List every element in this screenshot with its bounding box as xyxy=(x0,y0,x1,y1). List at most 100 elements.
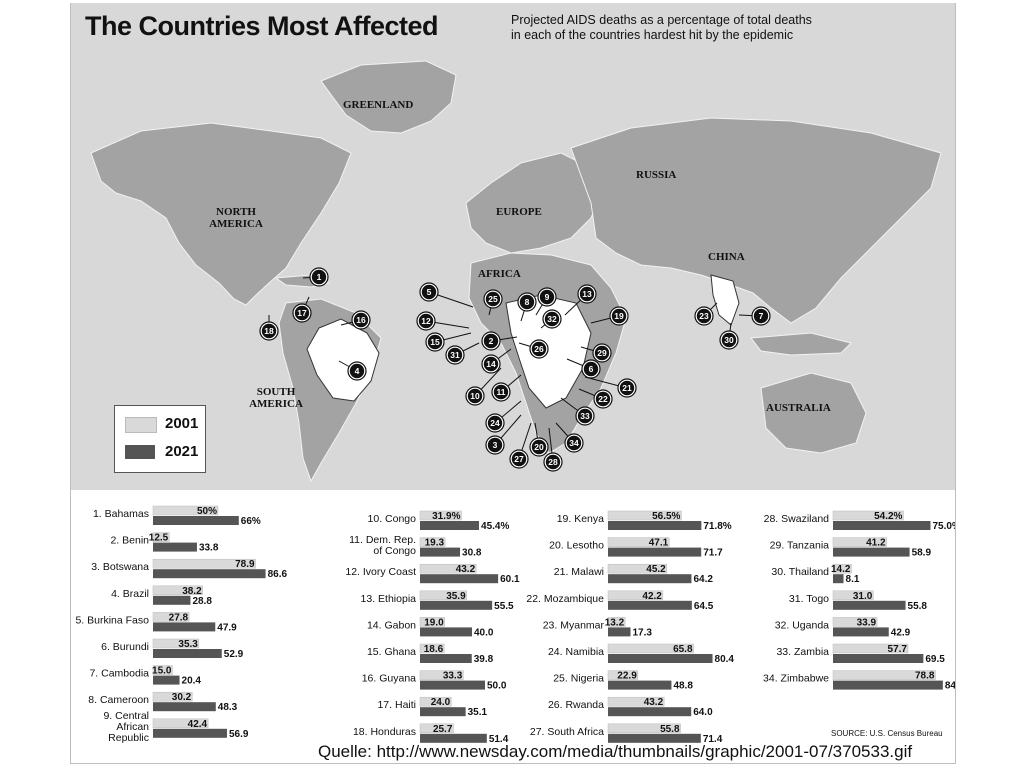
data-label-2001-9: 42.4 xyxy=(188,719,208,730)
legend-swatch-2001 xyxy=(125,417,157,433)
bar-2001-16 xyxy=(419,670,464,680)
data-label-2001-34: 78.8 xyxy=(915,671,935,682)
map-marker-30 xyxy=(721,332,737,348)
map-marker-label-19: 19 xyxy=(614,311,624,321)
bar-2001-19 xyxy=(607,510,682,521)
bar-row-29: 29. Tanzania 41.2 58.9 xyxy=(770,537,932,559)
data-label-2001-2: 12.5 xyxy=(149,533,169,544)
data-label-2021-22: 64.5 xyxy=(694,601,714,612)
data-label-2021-18: 51.4 xyxy=(489,734,509,745)
bar-2021-25 xyxy=(608,680,672,690)
data-label-2021-31: 55.8 xyxy=(908,601,928,612)
bar-2001-11 xyxy=(419,537,446,547)
bar-2021-1 xyxy=(153,516,239,525)
bar-row-15: 15. Ghana 18.6 39.8 xyxy=(367,643,494,665)
map-marker-label-27: 27 xyxy=(514,454,524,464)
bar-2001-12 xyxy=(419,563,477,574)
legend-swatch-2021 xyxy=(125,445,155,459)
bar-row-16: 16. Guyana 33.3 50.0 xyxy=(362,670,507,692)
data-label-2021-4: 28.8 xyxy=(192,596,212,607)
bar-row-3: 3. Botswana 78.9 86.6 xyxy=(91,558,287,580)
data-label-2021-2: 33.8 xyxy=(199,543,219,554)
category-label-32: 32. Uganda xyxy=(775,619,829,631)
region-label-north-america: NORTH AMERICA xyxy=(201,206,271,230)
category-label-11-line-2: of Congo xyxy=(373,545,416,557)
bar-row-5: 5. Burkina Faso 27.8 47.9 xyxy=(75,612,237,633)
category-label-22: 22. Mozambique xyxy=(526,593,604,605)
infographic-figure: 1 2 3 4 5 6 7 8 9 10 11 12 13 14 15 16 17 18 19 20 21 22 23 24 2… xyxy=(70,3,956,764)
category-label-26: 26. Rwanda xyxy=(548,699,604,711)
region-label-north-america-line-1: NORTH xyxy=(216,206,256,218)
data-label-2021-10: 45.4% xyxy=(481,521,509,532)
north-america-landmass xyxy=(90,122,352,306)
map-marker-label-23: 23 xyxy=(699,311,709,321)
map-marker-label-3: 3 xyxy=(493,440,498,450)
category-label-6: 6. Burundi xyxy=(101,641,149,653)
bar-row-14: 14. Gabon 19.0 40.0 xyxy=(367,617,494,638)
chart-title: The Countries Most Affected xyxy=(85,11,439,41)
data-label-2001-14: 19.0 xyxy=(424,617,444,628)
bar-2001-6 xyxy=(152,638,200,649)
region-label-russia: RUSSIA xyxy=(636,169,677,181)
category-label-5: 5. Burkina Faso xyxy=(75,614,149,626)
map-marker-label-29: 29 xyxy=(597,348,607,358)
bar-2021-33 xyxy=(833,654,924,663)
bar-row-28: 28. Swaziland 54.2% 75.0% xyxy=(764,510,956,532)
map-marker-13 xyxy=(579,286,595,302)
map-marker-32 xyxy=(544,311,560,327)
source-url-caption: Quelle: http://www.newsday.com/media/thu… xyxy=(318,742,913,761)
bar-2001-9 xyxy=(152,718,209,729)
map-marker-21 xyxy=(619,380,635,396)
map-marker-label-22: 22 xyxy=(598,394,608,404)
bar-2001-15 xyxy=(419,643,445,654)
map-marker-26 xyxy=(531,341,547,357)
data-label-2021-13: 55.5 xyxy=(494,601,514,612)
data-label-2001-10: 31.9% xyxy=(432,511,460,522)
data-label-2001-18: 25.7 xyxy=(433,724,453,735)
bar-2021-4 xyxy=(153,595,191,605)
bar-2021-2 xyxy=(153,542,197,552)
legend-label-2001: 2001 xyxy=(165,415,199,432)
category-label-15: 15. Ghana xyxy=(367,646,416,658)
bar-2001-14 xyxy=(419,617,445,627)
data-label-2001-21: 45.2 xyxy=(646,564,666,575)
map-marker-16 xyxy=(353,312,369,328)
map-marker-12 xyxy=(418,313,434,329)
europe-landmass xyxy=(465,152,602,254)
region-label-greenland: GREENLAND xyxy=(343,99,414,111)
bar-row-7: 7. Cambodia 15.0 20.4 xyxy=(89,665,201,687)
map-marker-label-26: 26 xyxy=(534,344,544,354)
data-label-2021-29: 58.9 xyxy=(912,548,932,559)
bar-row-1: 1. Bahamas 50% 66% xyxy=(93,505,261,527)
map-marker-14 xyxy=(483,356,499,372)
category-label-2: 2. Benin xyxy=(110,535,149,547)
map-marker-11 xyxy=(493,384,509,400)
chart-subtitle: Projected AIDS deaths as a percentage of… xyxy=(511,13,851,43)
bar-2021-5 xyxy=(153,622,216,632)
data-label-2021-11: 30.8 xyxy=(462,548,482,559)
map-marker-1 xyxy=(311,269,327,285)
data-label-2001-31: 31.0 xyxy=(853,591,873,602)
data-label-2001-5: 27.8 xyxy=(169,612,189,623)
map-marker-24 xyxy=(487,415,503,431)
data-label-2021-24: 80.4 xyxy=(715,654,735,665)
bar-2001-18 xyxy=(419,723,454,734)
category-label-9-line-1: 9. Central xyxy=(103,710,149,722)
data-label-2001-27: 55.8 xyxy=(660,724,680,735)
map-marker-23 xyxy=(696,308,712,324)
category-label-9-line-2: African xyxy=(116,721,149,733)
map-marker-34 xyxy=(566,435,582,451)
bar-2001-13 xyxy=(419,590,467,601)
bar-row-33: 33. Zambia 57.7 69.5 xyxy=(776,643,945,665)
map-marker-label-21: 21 xyxy=(622,383,632,393)
category-label-18: 18. Honduras xyxy=(353,726,416,738)
region-label-china: CHINA xyxy=(708,251,745,263)
category-label-11-line-1: 11. Dem. Rep. xyxy=(349,534,416,546)
bar-row-26: 26. Rwanda 43.2 64.0 xyxy=(548,696,713,718)
data-label-2021-28: 75.0% xyxy=(933,521,956,532)
map-marker-3 xyxy=(487,437,503,453)
bar-2021-24 xyxy=(608,654,713,663)
map-marker-17 xyxy=(294,305,310,321)
bar-2021-14 xyxy=(420,627,472,637)
bar-2001-34 xyxy=(832,670,936,680)
